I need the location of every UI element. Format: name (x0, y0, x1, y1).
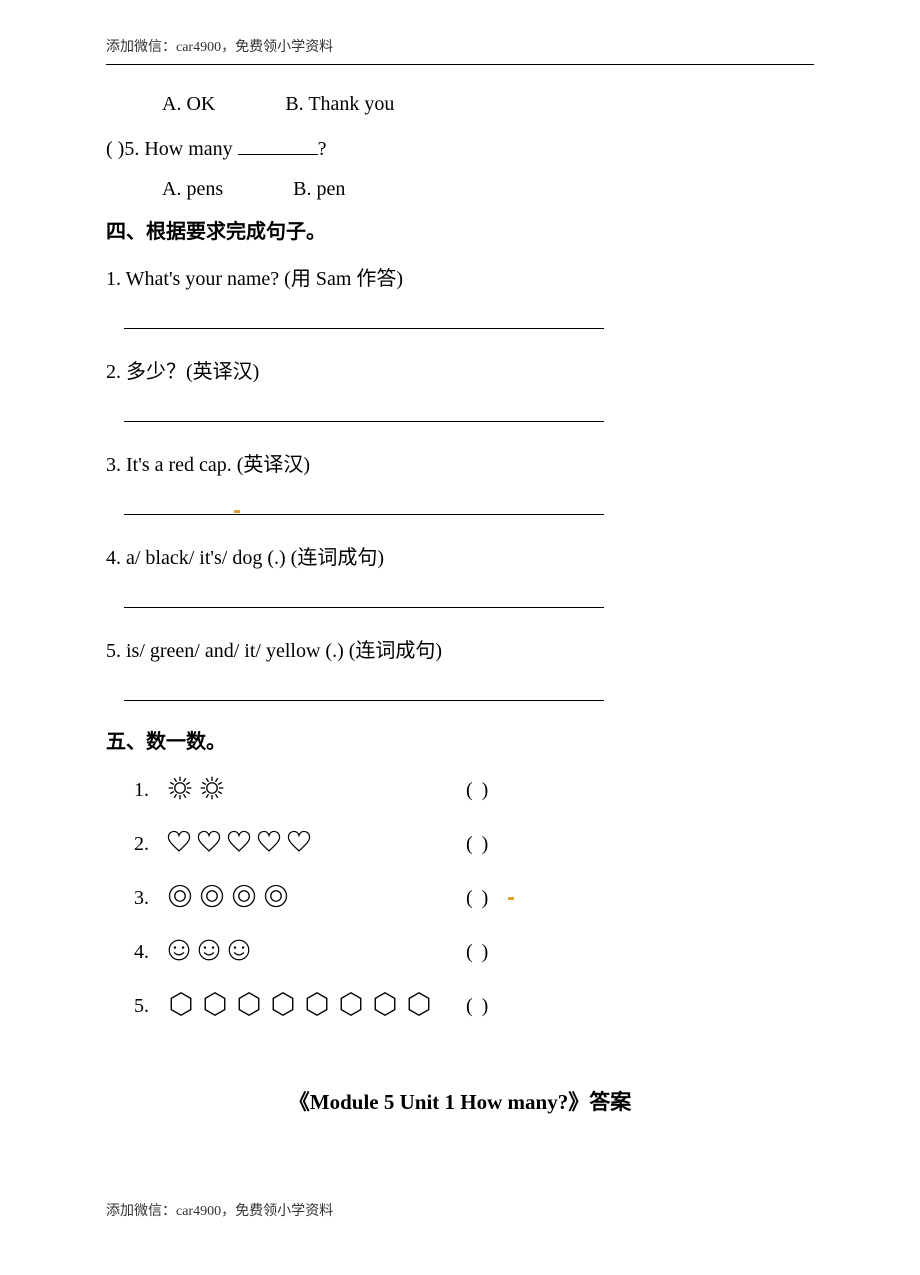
opt-a: A. pens (162, 178, 223, 200)
count-row: 3. ( ) (106, 878, 814, 918)
smile-icon (226, 937, 252, 963)
section-5-rows: 1. ( ) 2. ( ) 3. ( ) 4. ( ) 5. ( ) (106, 770, 814, 1026)
section-4-title: 四、根据要求完成句子。 (106, 215, 814, 244)
icon-group (166, 774, 466, 807)
hexagon-icon (166, 989, 196, 1019)
row-number: 5. (134, 995, 166, 1018)
answer-paren[interactable]: ( ) (466, 779, 490, 802)
circle2-icon (166, 882, 194, 910)
answer-paren[interactable]: ( ) (466, 995, 490, 1018)
question-5-options: A. pens B. pen (106, 178, 814, 201)
smile-icon (166, 937, 192, 963)
count-row: 5. ( ) (106, 986, 814, 1026)
heart-icon (256, 829, 282, 855)
answer-line[interactable] (106, 312, 814, 335)
hexagon-icon (234, 989, 264, 1019)
answer-paren[interactable]: ( ) (466, 833, 490, 856)
count-row: 4. ( ) (106, 932, 814, 972)
sun-icon (198, 774, 226, 802)
smile-icon (196, 937, 222, 963)
heart-icon (286, 829, 312, 855)
hexagon-icon (336, 989, 366, 1019)
answer-line[interactable] (106, 405, 814, 428)
prev-question-options: A. OK B. Thank you (106, 93, 814, 116)
blank-fill[interactable] (238, 154, 318, 155)
row-number: 1. (134, 779, 166, 802)
section-4-item: 3. It's a red cap. (英译汉) (106, 446, 814, 484)
opt-a: A. OK (162, 93, 215, 115)
answer-paren[interactable]: ( ) (466, 941, 490, 964)
page-content: 添加微信：car4900，免费领小学资料 A. OK B. Thank you … (0, 0, 920, 1220)
row-number: 3. (134, 887, 166, 910)
section-4-items: 1. What's your name? (用 Sam 作答) 2. 多少？(英译… (106, 260, 814, 707)
icon-group (166, 989, 466, 1024)
hexagon-icon (370, 989, 400, 1019)
page-footer: 添加微信：car4900，免费领小学资料 (106, 1200, 814, 1220)
icon-group (166, 882, 466, 915)
icon-group (166, 937, 466, 968)
section-4-item: 4. a/ black/ it's/ dog (.) (连词成句) (106, 539, 814, 577)
answer-line[interactable] (106, 591, 814, 614)
section-4-item: 5. is/ green/ and/ it/ yellow (.) (连词成句) (106, 632, 814, 670)
row-number: 4. (134, 941, 166, 964)
sun-icon (166, 774, 194, 802)
section-5-title: 五、数一数。 (106, 725, 814, 754)
answer-paren[interactable]: ( ) (466, 887, 490, 910)
hexagon-icon (268, 989, 298, 1019)
circle2-icon (230, 882, 258, 910)
icon-group (166, 829, 466, 860)
circle2-icon (262, 882, 290, 910)
hexagon-icon (200, 989, 230, 1019)
page-header: 添加微信：car4900，免费领小学资料 (106, 36, 814, 56)
heart-icon (196, 829, 222, 855)
row-number: 2. (134, 833, 166, 856)
count-row: 1. ( ) (106, 770, 814, 810)
heart-icon (226, 829, 252, 855)
circle2-icon (198, 882, 226, 910)
question-5-stem: ( )5. How many ? (106, 130, 814, 168)
answer-line[interactable] (106, 684, 814, 707)
answer-line[interactable] (106, 498, 814, 521)
count-row: 2. ( ) (106, 824, 814, 864)
hexagon-icon (404, 989, 434, 1019)
opt-b: B. pen (293, 178, 345, 200)
heart-icon (166, 829, 192, 855)
hexagon-icon (302, 989, 332, 1019)
header-rule (106, 64, 814, 65)
section-4-item: 1. What's your name? (用 Sam 作答) (106, 260, 814, 298)
section-4-item: 2. 多少？(英译汉) (106, 353, 814, 391)
answer-key-title: 《Module 5 Unit 1 How many?》答案 (106, 1086, 814, 1116)
opt-b: B. Thank you (285, 93, 394, 115)
